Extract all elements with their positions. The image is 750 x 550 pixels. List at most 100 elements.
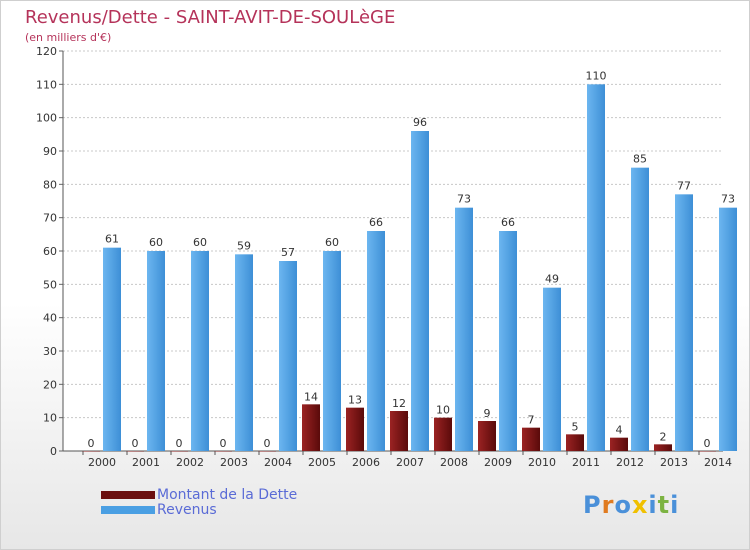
x-tick-label: 2002 bbox=[176, 456, 204, 469]
bar-revenus bbox=[719, 207, 737, 451]
x-tick-label: 2009 bbox=[484, 456, 512, 469]
logo-letter: r bbox=[601, 491, 615, 519]
data-label-dette: 0 bbox=[220, 437, 227, 450]
data-label-revenus: 73 bbox=[721, 193, 735, 206]
bar-revenus bbox=[543, 287, 561, 451]
data-label-revenus: 66 bbox=[369, 216, 383, 229]
y-tick-label: 70 bbox=[43, 212, 57, 225]
legend-item-revenus: Revenus bbox=[101, 502, 217, 518]
data-label-revenus: 85 bbox=[633, 153, 647, 166]
y-tick-label: 110 bbox=[36, 78, 57, 91]
bar-dette bbox=[522, 427, 540, 451]
data-label-dette: 9 bbox=[484, 407, 491, 420]
bar-dette bbox=[258, 451, 276, 452]
x-tick-label: 2005 bbox=[308, 456, 336, 469]
y-tick-label: 30 bbox=[43, 345, 57, 358]
data-label-dette: 0 bbox=[704, 437, 711, 450]
logo-letter: t bbox=[657, 491, 671, 519]
x-tick-label: 2010 bbox=[528, 456, 556, 469]
legend-swatch-revenus bbox=[101, 506, 155, 514]
data-label-revenus: 66 bbox=[501, 216, 515, 229]
data-label-dette: 12 bbox=[392, 397, 406, 410]
bar-revenus bbox=[675, 194, 693, 452]
bar-dette bbox=[214, 451, 232, 452]
y-tick-label: 120 bbox=[36, 45, 57, 58]
legend-swatch-dette bbox=[101, 491, 155, 499]
bar-dette bbox=[610, 437, 628, 451]
legend-label-dette: Montant de la Dette bbox=[157, 487, 298, 503]
bar-dette bbox=[126, 451, 144, 452]
data-label-dette: 10 bbox=[436, 404, 450, 417]
data-label-revenus: 60 bbox=[149, 236, 163, 249]
chart-title: Revenus/Dette - SAINT-AVIT-DE-SOULèGE bbox=[25, 7, 396, 28]
data-label-dette: 7 bbox=[528, 414, 535, 427]
bar-revenus bbox=[587, 84, 605, 451]
bar-dette bbox=[654, 444, 672, 451]
x-tick-label: 2000 bbox=[88, 456, 116, 469]
x-tick-label: 2011 bbox=[572, 456, 600, 469]
bar-dette bbox=[698, 451, 716, 452]
bar-dette bbox=[566, 434, 584, 451]
data-label-dette: 4 bbox=[616, 424, 623, 437]
legend-item-dette: Montant de la Dette bbox=[101, 487, 298, 503]
x-tick-label: 2012 bbox=[616, 456, 644, 469]
x-tick-label: 2013 bbox=[660, 456, 688, 469]
data-label-revenus: 60 bbox=[193, 236, 207, 249]
data-label-dette: 0 bbox=[88, 437, 95, 450]
y-tick-label: 80 bbox=[43, 178, 57, 191]
x-tick-label: 2007 bbox=[396, 456, 424, 469]
data-label-dette: 5 bbox=[572, 420, 579, 433]
data-label-dette: 0 bbox=[264, 437, 271, 450]
bar-dette bbox=[302, 404, 320, 451]
bar-revenus bbox=[367, 231, 385, 451]
data-label-revenus: 57 bbox=[281, 246, 295, 259]
bar-revenus bbox=[323, 251, 341, 451]
bar-dette bbox=[170, 451, 188, 452]
bar-dette bbox=[434, 417, 452, 451]
x-tick-label: 2006 bbox=[352, 456, 380, 469]
y-tick-label: 60 bbox=[43, 245, 57, 258]
logo-letter: P bbox=[583, 491, 602, 519]
y-tick-label: 90 bbox=[43, 145, 57, 158]
data-label-revenus: 96 bbox=[413, 116, 427, 129]
y-tick-label: 10 bbox=[43, 412, 57, 425]
data-label-revenus: 110 bbox=[586, 69, 607, 82]
bar-revenus bbox=[499, 231, 517, 451]
data-label-revenus: 73 bbox=[457, 193, 471, 206]
bar-dette bbox=[478, 421, 496, 451]
bar-revenus bbox=[455, 207, 473, 451]
x-tick-label: 2003 bbox=[220, 456, 248, 469]
data-label-revenus: 49 bbox=[545, 273, 559, 286]
bar-revenus bbox=[279, 261, 297, 451]
y-tick-label: 40 bbox=[43, 312, 57, 325]
x-tick-label: 2014 bbox=[704, 456, 732, 469]
bar-revenus bbox=[103, 247, 121, 451]
y-tick-label: 20 bbox=[43, 378, 57, 391]
logo-letter: x bbox=[631, 491, 649, 519]
bar-dette bbox=[82, 451, 100, 452]
legend-label-revenus: Revenus bbox=[157, 502, 217, 518]
data-label-revenus: 59 bbox=[237, 239, 251, 252]
x-tick-label: 2008 bbox=[440, 456, 468, 469]
bar-revenus bbox=[235, 254, 253, 451]
logo-letter: i bbox=[648, 491, 658, 519]
x-tick-label: 2001 bbox=[132, 456, 160, 469]
bar-dette bbox=[390, 411, 408, 451]
data-label-dette: 2 bbox=[660, 430, 667, 443]
data-label-dette: 0 bbox=[132, 437, 139, 450]
logo-letter: i bbox=[670, 491, 680, 519]
bar-revenus bbox=[147, 251, 165, 451]
data-label-revenus: 60 bbox=[325, 236, 339, 249]
bar-revenus bbox=[631, 167, 649, 451]
bar-revenus bbox=[411, 131, 429, 451]
y-tick-label: 0 bbox=[50, 445, 57, 458]
x-tick-label: 2004 bbox=[264, 456, 292, 469]
data-label-dette: 0 bbox=[176, 437, 183, 450]
data-label-revenus: 61 bbox=[105, 233, 119, 246]
chart-subtitle: (en milliers d'€) bbox=[25, 31, 112, 44]
data-label-dette: 14 bbox=[304, 390, 318, 403]
proxiti-logo: Proxiti bbox=[583, 491, 679, 519]
y-tick-label: 50 bbox=[43, 278, 57, 291]
